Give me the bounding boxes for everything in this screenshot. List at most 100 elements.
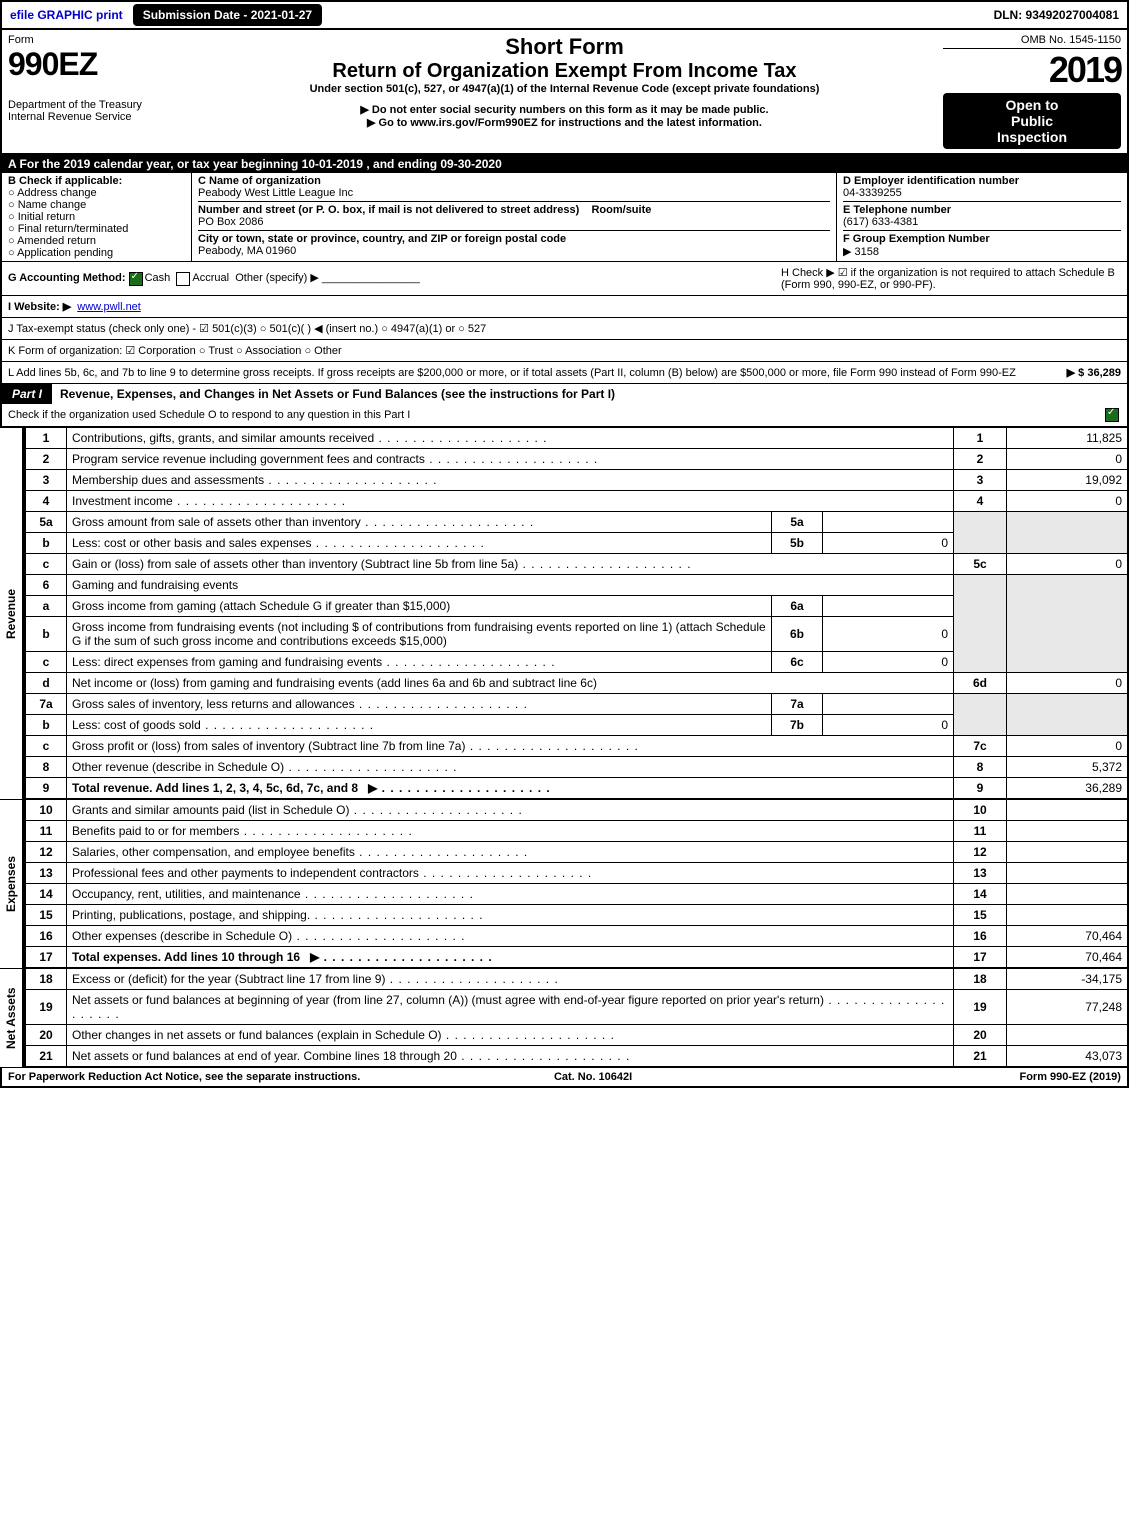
l6-num: 6	[25, 575, 67, 596]
dept-treasury: Department of the Treasury	[8, 99, 186, 111]
l21-val: 43,073	[1007, 1046, 1129, 1067]
l2-desc: Program service revenue including govern…	[67, 449, 954, 470]
l13-val	[1007, 863, 1129, 884]
l7c-desc: Gross profit or (loss) from sales of inv…	[67, 736, 954, 757]
l21-desc: Net assets or fund balances at end of ye…	[67, 1046, 954, 1067]
l6b-midval: 0	[823, 617, 954, 652]
row-h: H Check ▶ ☑ if the organization is not r…	[781, 266, 1121, 291]
l7a-mid: 7a	[772, 694, 823, 715]
l7b-desc: Less: cost of goods sold	[67, 715, 772, 736]
efile-link[interactable]: efile GRAPHIC print	[2, 4, 131, 26]
submission-date: Submission Date - 2021-01-27	[133, 4, 322, 26]
l7c-num: c	[25, 736, 67, 757]
form-id-block: Form 990EZ Department of the Treasury In…	[2, 30, 192, 153]
l10-val	[1007, 800, 1129, 821]
page-footer: For Paperwork Reduction Act Notice, see …	[0, 1067, 1129, 1088]
l6a-num: a	[25, 596, 67, 617]
l7b-midval: 0	[823, 715, 954, 736]
under-section: Under section 501(c), 527, or 4947(a)(1)…	[198, 83, 931, 95]
e-phone-value: (617) 633-4381	[843, 216, 1121, 228]
shade-7v	[1007, 694, 1129, 736]
check-if-applicable: B Check if applicable: Address change Na…	[2, 173, 192, 261]
part1-badge: Part I	[2, 384, 52, 404]
chk-cash[interactable]	[129, 272, 143, 286]
tax-year: 2019	[943, 49, 1121, 91]
l4-num: 4	[25, 491, 67, 512]
l9-desc: Total revenue. Add lines 1, 2, 3, 4, 5c,…	[67, 778, 954, 799]
street-label: Number and street (or P. O. box, if mail…	[198, 204, 579, 216]
org-info-grid: B Check if applicable: Address change Na…	[0, 173, 1129, 262]
l6b-mid: 6b	[772, 617, 823, 652]
shade-7	[954, 694, 1007, 736]
l8-box: 8	[954, 757, 1007, 778]
chk-name-change[interactable]: Name change	[8, 199, 185, 211]
chk-address-change[interactable]: Address change	[8, 187, 185, 199]
l6d-val: 0	[1007, 673, 1129, 694]
l3-box: 3	[954, 470, 1007, 491]
open-line1: Open to	[945, 97, 1119, 113]
l8-desc: Other revenue (describe in Schedule O)	[67, 757, 954, 778]
open-line3: Inspection	[945, 129, 1119, 145]
l6c-mid: 6c	[772, 652, 823, 673]
l14-desc: Occupancy, rent, utilities, and maintena…	[67, 884, 954, 905]
l2-num: 2	[25, 449, 67, 470]
part1-check-row: Check if the organization used Schedule …	[0, 404, 1129, 427]
l5b-num: b	[25, 533, 67, 554]
chk-initial-return[interactable]: Initial return	[8, 211, 185, 223]
chk-final-return[interactable]: Final return/terminated	[8, 223, 185, 235]
l18-box: 18	[954, 969, 1007, 990]
l9-box: 9	[954, 778, 1007, 799]
l16-box: 16	[954, 926, 1007, 947]
l6a-desc: Gross income from gaming (attach Schedul…	[67, 596, 772, 617]
chk-application-pending[interactable]: Application pending	[8, 247, 185, 259]
l5a-desc: Gross amount from sale of assets other t…	[67, 512, 772, 533]
l20-desc: Other changes in net assets or fund bala…	[67, 1025, 954, 1046]
org-name: Peabody West Little League Inc	[198, 187, 830, 199]
dln: DLN: 93492027004081	[986, 4, 1127, 26]
f-group-value: ▶ 3158	[843, 245, 1121, 258]
form-number: 990EZ	[8, 46, 186, 83]
shade-5	[954, 512, 1007, 554]
title-block: Short Form Return of Organization Exempt…	[192, 30, 937, 153]
g-cash: Cash	[145, 272, 171, 284]
row-i: I Website: ▶ www.pwll.net	[0, 296, 1129, 318]
l2-val: 0	[1007, 449, 1129, 470]
l6a-midval	[823, 596, 954, 617]
l9-val: 36,289	[1007, 778, 1129, 799]
chk-accrual[interactable]	[176, 272, 190, 286]
l12-desc: Salaries, other compensation, and employ…	[67, 842, 954, 863]
row-g: G Accounting Method: Cash Accrual Other …	[8, 271, 420, 285]
tax-year-period: A For the 2019 calendar year, or tax yea…	[0, 155, 1129, 173]
footer-catno: Cat. No. 10642I	[554, 1071, 632, 1083]
l6a-mid: 6a	[772, 596, 823, 617]
l17-val: 70,464	[1007, 947, 1129, 968]
g-accrual: Accrual	[192, 272, 229, 284]
l1-num: 1	[25, 428, 67, 449]
org-name-address: C Name of organization Peabody West Litt…	[192, 173, 837, 261]
l10-box: 10	[954, 800, 1007, 821]
l5c-desc: Gain or (loss) from sale of assets other…	[67, 554, 954, 575]
part1-check-text: Check if the organization used Schedule …	[8, 409, 410, 421]
d-ein-label: D Employer identification number	[843, 175, 1121, 187]
website-link[interactable]: www.pwll.net	[77, 301, 141, 313]
l14-num: 14	[25, 884, 67, 905]
l7c-val: 0	[1007, 736, 1129, 757]
shade-5v	[1007, 512, 1129, 554]
l6-desc: Gaming and fundraising events	[67, 575, 954, 596]
chk-amended-return[interactable]: Amended return	[8, 235, 185, 247]
irs-link[interactable]: ▶ Go to www.irs.gov/Form990EZ for instru…	[198, 116, 931, 129]
l20-num: 20	[25, 1025, 67, 1046]
top-bar: efile GRAPHIC print Submission Date - 20…	[0, 0, 1129, 30]
row-l-text: L Add lines 5b, 6c, and 7b to line 9 to …	[8, 367, 1016, 379]
footer-formno: Form 990-EZ (2019)	[1019, 1071, 1120, 1083]
l5a-midval	[823, 512, 954, 533]
part1-checkbox[interactable]	[1105, 408, 1119, 422]
l19-desc: Net assets or fund balances at beginning…	[67, 990, 954, 1025]
l6d-box: 6d	[954, 673, 1007, 694]
l5a-num: 5a	[25, 512, 67, 533]
l9-num: 9	[25, 778, 67, 799]
i-label: I Website: ▶	[8, 300, 71, 313]
f-group-label: F Group Exemption Number	[843, 230, 1121, 245]
l11-box: 11	[954, 821, 1007, 842]
l18-val: -34,175	[1007, 969, 1129, 990]
